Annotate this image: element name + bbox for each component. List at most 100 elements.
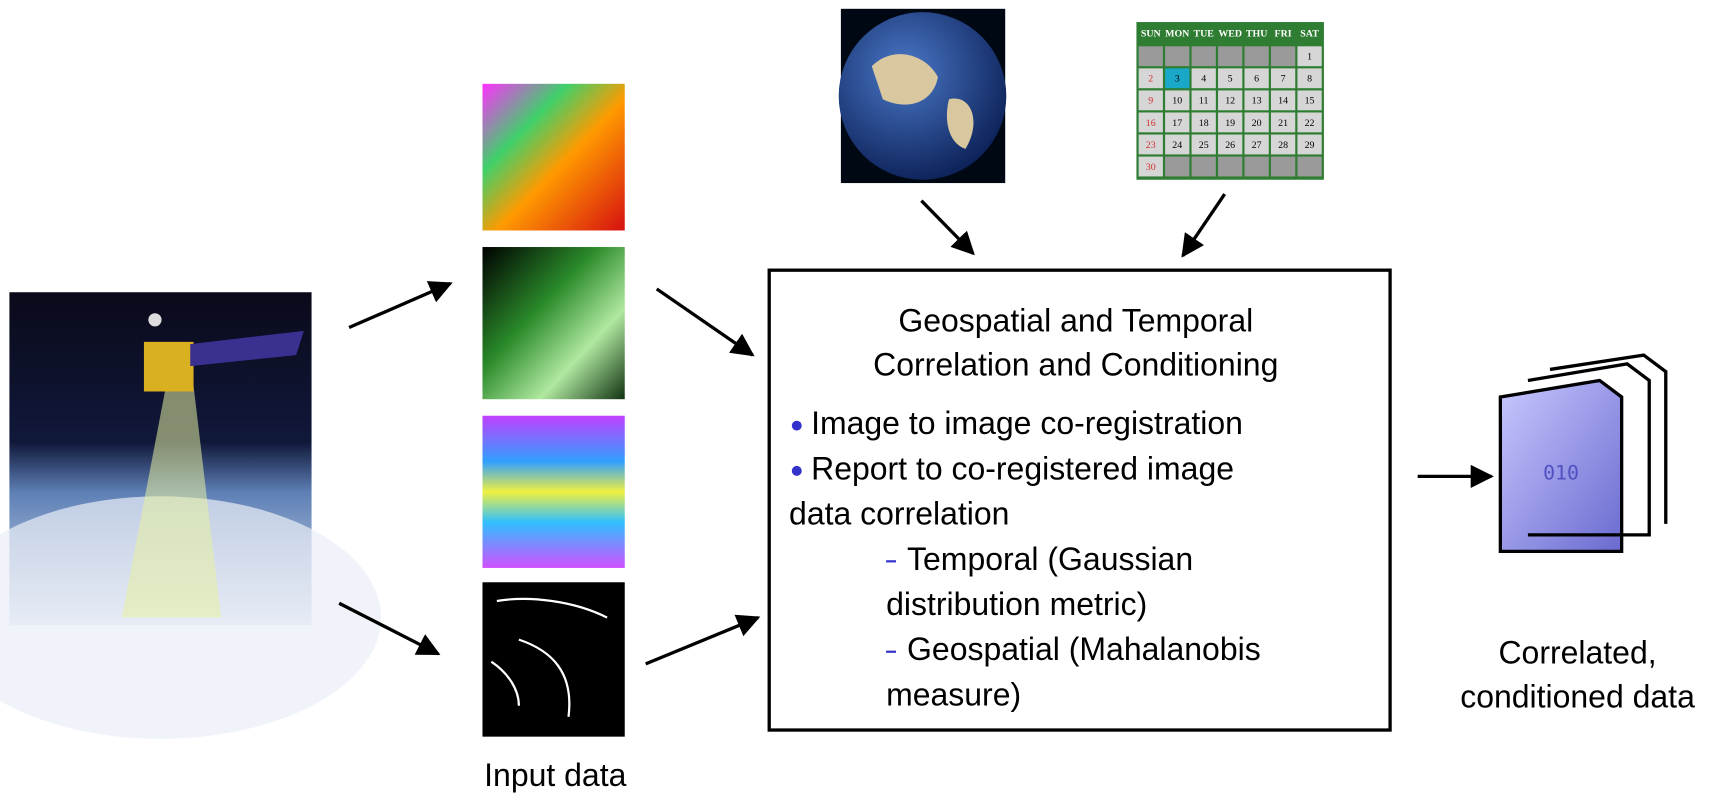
sub-item-text: Geospatial (Mahalanobis <box>907 631 1261 667</box>
calendar-cell <box>1138 90 1163 111</box>
bullet-text: Report to co-registered image <box>811 450 1234 486</box>
calendar-cell <box>1218 156 1243 177</box>
calendar-date: 4 <box>1201 74 1206 85</box>
bullet <box>791 465 802 476</box>
calendar-cell <box>1138 156 1163 177</box>
calendar-cell <box>1270 46 1296 67</box>
calendar-cell <box>1244 134 1269 155</box>
calendar-cell <box>1138 46 1163 67</box>
calendar-day: SAT <box>1300 28 1319 39</box>
binary-files-icon: 010 <box>1498 353 1668 554</box>
calendar-cell <box>1297 90 1322 111</box>
calendar-cell <box>1165 68 1190 89</box>
calendar-date: 16 <box>1146 118 1156 129</box>
calendar-cell <box>1244 46 1269 67</box>
calendar-date: 26 <box>1225 140 1235 151</box>
arrows <box>338 193 1494 666</box>
input-image <box>482 247 625 400</box>
calendar-date: 5 <box>1228 74 1233 85</box>
calendar-cell <box>1244 68 1269 89</box>
calendar-cell <box>1165 156 1190 177</box>
calendar-date: 19 <box>1225 118 1235 129</box>
calendar-date: 18 <box>1199 118 1209 129</box>
calendar-date: 6 <box>1254 74 1259 85</box>
input-image <box>482 83 625 231</box>
svg-text:010: 010 <box>1543 462 1579 485</box>
calendar-cell <box>1270 90 1296 111</box>
calendar-cell <box>1218 134 1243 155</box>
output-label: conditioned data <box>1460 679 1695 715</box>
calendar-cell <box>1165 46 1190 67</box>
calendar-date: 21 <box>1278 118 1288 129</box>
calendar-cell <box>1244 156 1269 177</box>
calendar-cell <box>1218 112 1243 133</box>
calendar-date: 12 <box>1225 96 1235 107</box>
calendar-date: 15 <box>1305 96 1315 107</box>
calendar-cell <box>1244 90 1269 111</box>
bullet-text: Image to image co-registration <box>811 405 1243 441</box>
calendar-cell <box>1165 134 1190 155</box>
calendar-day: MON <box>1165 28 1190 39</box>
output-label: Correlated, <box>1498 635 1656 671</box>
calendar-cell <box>1191 46 1216 67</box>
bullet <box>791 420 802 431</box>
box-title: Geospatial and Temporal <box>898 303 1253 339</box>
calendar-day: TUE <box>1194 28 1215 39</box>
calendar-date: 9 <box>1148 96 1153 107</box>
calendar-cell <box>1138 134 1163 155</box>
calendar-cell <box>1218 46 1243 67</box>
calendar-cell <box>1165 112 1190 133</box>
calendar-cell <box>1191 68 1216 89</box>
sub-item-text: distribution metric) <box>886 586 1147 622</box>
process-box <box>767 268 1392 732</box>
calendar-date: 27 <box>1252 140 1262 151</box>
calendar-cell <box>1297 156 1322 177</box>
calendar-date: 7 <box>1281 74 1286 85</box>
input-image <box>482 582 625 737</box>
calendar-day: THU <box>1246 28 1267 39</box>
sub-item-text: measure) <box>886 676 1021 712</box>
calendar-day: SUN <box>1141 28 1162 39</box>
calendar-cell <box>1138 68 1163 89</box>
calendar-cell <box>1218 68 1243 89</box>
calendar-date: 1 <box>1307 52 1312 63</box>
calendar-cell <box>1244 112 1269 133</box>
calendar-cell <box>1270 68 1296 89</box>
calendar-cell <box>1297 112 1322 133</box>
calendar-date: 10 <box>1172 96 1182 107</box>
satellite-image <box>0 292 381 739</box>
calendar-cell <box>1138 112 1163 133</box>
calendar-cell <box>1270 134 1296 155</box>
calendar-cell <box>1165 90 1190 111</box>
calendar-date: 29 <box>1305 140 1315 151</box>
input-image <box>482 415 625 568</box>
calendar-day: FRI <box>1275 28 1292 39</box>
calendar-date: 22 <box>1305 118 1315 129</box>
calendar-cell <box>1270 156 1296 177</box>
calendar-cell <box>1191 134 1216 155</box>
calendar-date: 30 <box>1146 162 1156 173</box>
calendar-date: 25 <box>1199 140 1209 151</box>
box-title: Correlation and Conditioning <box>873 347 1278 383</box>
calendar-cell <box>1218 90 1243 111</box>
calendar-date: 24 <box>1172 140 1182 151</box>
calendar-date: 2 <box>1148 74 1153 85</box>
calendar-cell <box>1191 156 1216 177</box>
calendar-date: 13 <box>1252 96 1262 107</box>
calendar-cell <box>1191 112 1216 133</box>
calendar-date: 23 <box>1146 140 1156 151</box>
calendar-cell <box>1191 90 1216 111</box>
calendar-cell <box>1297 134 1322 155</box>
globe-image <box>838 8 1007 184</box>
calendar-date: 28 <box>1278 140 1288 151</box>
sub-item-text: Temporal (Gaussian <box>907 541 1193 577</box>
calendar-cell <box>1297 68 1322 89</box>
calendar-date: 17 <box>1172 118 1182 129</box>
calendar-date: 8 <box>1307 74 1312 85</box>
calendar-date: 11 <box>1199 96 1209 107</box>
calendar-date: 14 <box>1278 96 1288 107</box>
calendar-cell <box>1297 46 1322 67</box>
calendar-date: 3 <box>1175 74 1180 85</box>
